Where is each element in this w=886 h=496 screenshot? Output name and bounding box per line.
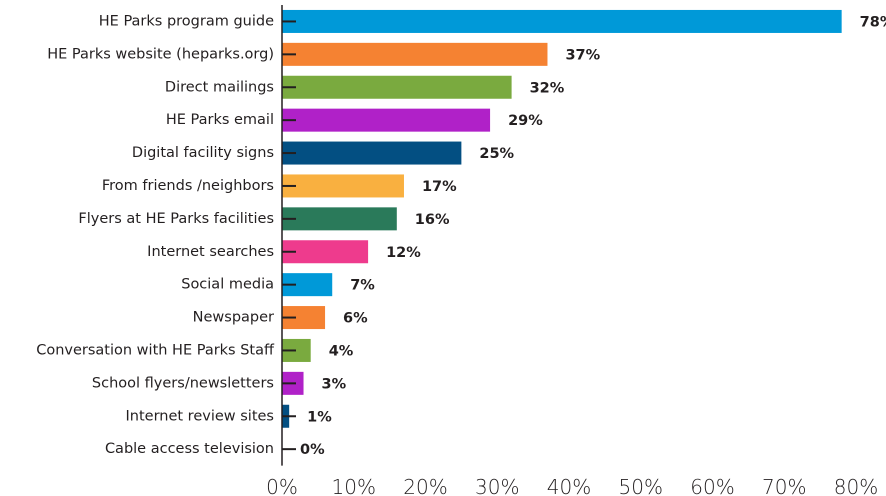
- x-tick-label: 20%: [403, 475, 447, 496]
- bar: [282, 338, 311, 362]
- x-tick-label: 0%: [266, 475, 298, 496]
- value-label: 3%: [322, 376, 347, 392]
- bar: [282, 42, 548, 66]
- category-label: Internet searches: [147, 244, 274, 260]
- category-label: Social media: [181, 277, 274, 293]
- x-tick-label: 10%: [332, 475, 376, 496]
- value-label: 7%: [350, 278, 375, 294]
- x-tick-label: 50%: [619, 475, 663, 496]
- bar: [282, 207, 397, 231]
- bar: [282, 273, 333, 297]
- value-label: 12%: [386, 245, 421, 261]
- value-label: 4%: [329, 343, 354, 359]
- bar: [282, 108, 491, 132]
- bar: [282, 240, 369, 264]
- value-label: 78%: [860, 14, 886, 30]
- value-label: 1%: [307, 409, 332, 425]
- value-label: 6%: [343, 311, 368, 327]
- bar: [282, 306, 326, 330]
- category-label: Conversation with HE Parks Staff: [36, 342, 275, 358]
- category-label: Cable access television: [105, 441, 274, 457]
- value-label: 25%: [479, 146, 514, 162]
- value-label: 0%: [300, 442, 325, 458]
- x-tick-label: 40%: [547, 475, 591, 496]
- value-label: 37%: [565, 47, 600, 63]
- bar: [282, 75, 512, 99]
- x-tick-label: 70%: [762, 475, 806, 496]
- category-label: HE Parks program guide: [99, 13, 274, 29]
- value-label: 16%: [415, 212, 450, 228]
- value-label: 17%: [422, 179, 457, 195]
- x-tick-label: 30%: [475, 475, 519, 496]
- category-label: From friends /neighbors: [102, 178, 274, 194]
- value-label: 32%: [530, 80, 565, 96]
- x-tick-label: 60%: [690, 475, 734, 496]
- x-tick-label: 80%: [834, 475, 878, 496]
- category-label: Flyers at HE Parks facilities: [78, 211, 274, 227]
- category-label: School flyers/newsletters: [92, 375, 274, 391]
- category-label: Newspaper: [193, 310, 274, 326]
- category-label: Digital facility signs: [132, 145, 274, 161]
- bar: [282, 174, 404, 198]
- category-label: Direct mailings: [165, 79, 274, 95]
- value-label: 29%: [508, 113, 543, 129]
- category-label: HE Parks website (heparks.org): [47, 46, 274, 62]
- category-label: HE Parks email: [166, 112, 274, 128]
- bar: [282, 141, 462, 165]
- category-label: Internet review sites: [126, 408, 275, 424]
- bar: [282, 9, 842, 33]
